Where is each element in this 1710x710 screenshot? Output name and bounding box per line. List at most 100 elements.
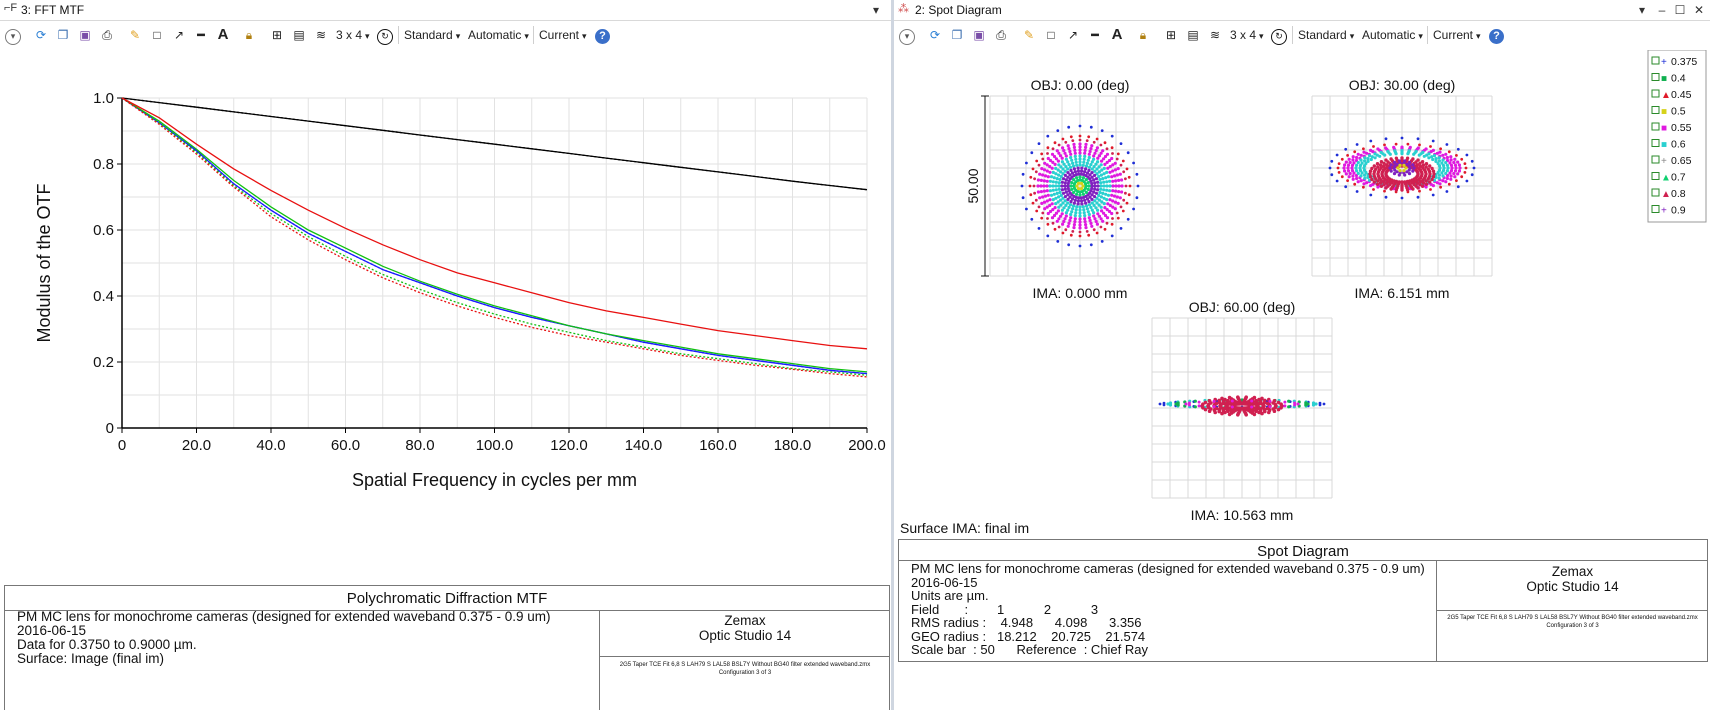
print-icon[interactable]: ⎙ bbox=[996, 28, 1006, 42]
spot-point bbox=[1431, 175, 1436, 179]
save-icon[interactable]: ▣ bbox=[973, 28, 985, 42]
spot-point bbox=[1053, 206, 1057, 210]
spot-point bbox=[1095, 222, 1099, 226]
spot-point bbox=[1058, 190, 1062, 195]
collapse-icon[interactable]: ▾ bbox=[898, 25, 916, 45]
spot-point bbox=[1424, 162, 1429, 166]
grid-dropdown[interactable]: 3 x 4 bbox=[1230, 25, 1264, 45]
line-icon[interactable]: ━ bbox=[197, 28, 205, 42]
pencil-icon[interactable]: ✎ bbox=[1023, 28, 1035, 42]
mtf-titlebar: ⌐F 3: FFT MTF ▾ bbox=[0, 0, 891, 21]
spot-point bbox=[1442, 166, 1446, 170]
standard-dropdown[interactable]: Standard bbox=[404, 25, 460, 45]
current-dropdown[interactable]: Current bbox=[539, 25, 587, 45]
close-icon[interactable]: ✕ bbox=[1693, 3, 1705, 17]
lock-icon[interactable]: 🔒︎ bbox=[245, 28, 253, 42]
spot-point bbox=[1340, 157, 1344, 161]
spot-point bbox=[1103, 206, 1107, 210]
spot-point bbox=[1025, 161, 1028, 165]
spot-point bbox=[1110, 146, 1114, 150]
spot-point bbox=[1346, 163, 1351, 167]
maximize-icon[interactable]: ☐ bbox=[1674, 3, 1686, 17]
spot-point bbox=[1115, 195, 1119, 199]
refresh-icon[interactable]: ⟳ bbox=[35, 28, 47, 42]
lock-icon[interactable]: 🔒︎ bbox=[1139, 28, 1147, 42]
window-icon[interactable]: ▤ bbox=[293, 28, 305, 42]
legend-label: 0.55 bbox=[1671, 122, 1692, 134]
spot-point bbox=[1116, 201, 1120, 205]
spot-point bbox=[1441, 168, 1446, 173]
standard-dropdown[interactable]: Standard bbox=[1298, 25, 1354, 45]
spot-point bbox=[1112, 194, 1117, 198]
copy-icon[interactable]: ❐ bbox=[951, 28, 963, 42]
spot-point bbox=[1039, 184, 1043, 188]
minimize-icon[interactable]: – bbox=[1658, 3, 1666, 17]
spot-point bbox=[1364, 161, 1368, 166]
spot-point bbox=[1046, 217, 1049, 220]
help-icon[interactable]: ? bbox=[595, 25, 610, 45]
spot-point bbox=[1465, 153, 1469, 157]
spot-point bbox=[1056, 129, 1060, 132]
layout-icon[interactable]: ⊞ bbox=[271, 28, 283, 42]
arrow-icon[interactable]: ↗ bbox=[1067, 28, 1079, 42]
spot-point bbox=[1054, 180, 1058, 184]
spot-point bbox=[1362, 185, 1365, 189]
rotate-icon[interactable]: ↻ bbox=[1270, 25, 1288, 45]
text-icon[interactable]: A bbox=[1111, 26, 1123, 43]
save-icon[interactable]: ▣ bbox=[79, 28, 91, 42]
spot-point bbox=[1095, 196, 1099, 200]
layers-icon[interactable]: ≋ bbox=[1209, 28, 1221, 42]
spot-point bbox=[1105, 180, 1109, 184]
spot-point bbox=[1455, 179, 1458, 183]
spot-point bbox=[1124, 177, 1127, 181]
print-icon[interactable]: ⎙ bbox=[102, 28, 112, 42]
spot-point bbox=[1060, 212, 1064, 216]
automatic-dropdown[interactable]: Automatic bbox=[468, 25, 529, 45]
layout-icon[interactable]: ⊞ bbox=[1165, 28, 1177, 42]
legend-label: 0.9 bbox=[1671, 205, 1686, 217]
spot-point bbox=[1255, 403, 1260, 408]
text-icon[interactable]: A bbox=[217, 26, 229, 43]
spot-point bbox=[1367, 154, 1372, 158]
spot-point bbox=[1445, 176, 1449, 181]
arrow-icon[interactable]: ↗ bbox=[173, 28, 185, 42]
spot-point bbox=[1081, 205, 1085, 209]
series-line bbox=[121, 97, 868, 191]
collapse-icon[interactable]: ▾ bbox=[4, 25, 22, 45]
refresh-icon[interactable]: ⟳ bbox=[929, 28, 941, 42]
spot-point bbox=[1162, 401, 1166, 405]
layers-icon[interactable]: ≋ bbox=[315, 28, 327, 42]
pencil-icon[interactable]: ✎ bbox=[129, 28, 141, 42]
current-dropdown[interactable]: Current bbox=[1433, 25, 1481, 45]
spot-point bbox=[1071, 164, 1076, 168]
spot-point bbox=[1099, 181, 1103, 185]
spot-point bbox=[1431, 193, 1435, 197]
spot-point bbox=[1066, 193, 1070, 197]
spot-point bbox=[1036, 178, 1040, 182]
spot-point bbox=[1370, 155, 1374, 159]
pane-splitter[interactable] bbox=[891, 0, 894, 710]
spot-point bbox=[1048, 209, 1053, 214]
spot-point bbox=[1082, 211, 1086, 215]
copy-icon[interactable]: ❐ bbox=[57, 28, 69, 42]
spot-point bbox=[1355, 163, 1359, 167]
grid-dropdown[interactable]: 3 x 4 bbox=[336, 25, 370, 45]
rotate-icon[interactable]: ↻ bbox=[376, 25, 394, 45]
window-icon[interactable]: ▤ bbox=[1187, 28, 1199, 42]
spot-point bbox=[1083, 217, 1087, 221]
spot-point bbox=[1077, 196, 1081, 200]
spot-point bbox=[1375, 153, 1379, 157]
window-menu-chevron-icon[interactable]: ▾ bbox=[1638, 3, 1646, 17]
automatic-dropdown[interactable]: Automatic bbox=[1362, 25, 1423, 45]
help-icon[interactable]: ? bbox=[1489, 25, 1504, 45]
spot-point bbox=[1283, 404, 1287, 408]
rectangle-icon[interactable]: □ bbox=[153, 28, 161, 42]
window-menu-chevron-icon[interactable]: ▾ bbox=[872, 3, 880, 17]
spot-point bbox=[1075, 192, 1079, 196]
rectangle-icon[interactable]: □ bbox=[1047, 28, 1055, 42]
spot-point bbox=[1449, 155, 1453, 159]
line-icon[interactable]: ━ bbox=[1091, 28, 1099, 42]
spot-point bbox=[1431, 157, 1435, 162]
spot-point bbox=[1359, 153, 1363, 157]
spot-point bbox=[1346, 179, 1349, 183]
